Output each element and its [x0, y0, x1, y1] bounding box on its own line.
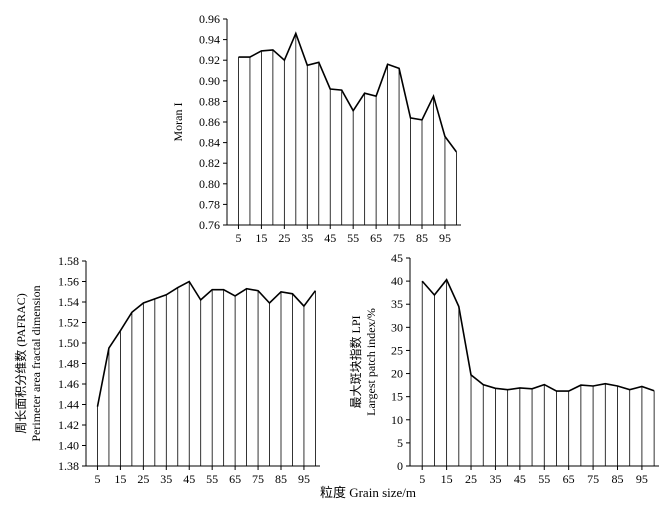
x-tick-label: 65 [563, 472, 575, 486]
y-tick-label: 0.94 [199, 33, 220, 47]
y-tick-label: 0 [397, 459, 403, 473]
y-tick-label: 40 [391, 274, 403, 288]
y-tick-label: 1.46 [58, 377, 79, 391]
y-tick-label: 1.48 [58, 357, 79, 371]
y-axis-label: Perimeter area fractal dimension [29, 285, 43, 441]
x-tick-label: 85 [275, 472, 287, 486]
y-axis-label: Moran I [171, 103, 185, 142]
series-line [421, 278, 655, 392]
x-tick-label: 5 [94, 472, 100, 486]
y-tick-label: 0.84 [199, 136, 220, 150]
chart-lpi: 45 40 35 30 25 20 15 10 5 0 5 15 25 35 45 55 65 75 85 95 最大斑… [348, 251, 659, 486]
y-tick-label: 30 [391, 320, 403, 334]
y-tick-label: 0.96 [199, 12, 220, 26]
y-tick-label: 10 [391, 413, 403, 427]
x-tick-label: 55 [347, 231, 359, 245]
y-tick-label: 0.88 [199, 94, 220, 108]
y-tick-label: 1.54 [58, 295, 79, 309]
y-tick-label: 0.86 [199, 115, 220, 129]
y-axis-label: 周长面积分维数 (PAFRAC) [13, 293, 28, 434]
x-tick-label: 5 [419, 472, 425, 486]
x-tick-label: 15 [114, 472, 126, 486]
x-tick-label: 35 [160, 472, 172, 486]
x-tick-label: 65 [370, 231, 382, 245]
x-tick-label: 65 [229, 472, 241, 486]
y-tick-label: 45 [391, 251, 403, 265]
x-tick-label: 45 [324, 231, 336, 245]
x-tick-label: 25 [278, 231, 290, 245]
y-axis-label: 最大斑块指数 LPI [348, 315, 363, 408]
x-tick-label: 5 [235, 231, 241, 245]
y-tick-label: 35 [391, 297, 403, 311]
series-line [96, 280, 317, 407]
x-tick-label: 35 [489, 472, 501, 486]
x-tick-label: 25 [465, 472, 477, 486]
y-axis-label: Largest patch index/% [364, 308, 378, 416]
y-tick-label: 1.42 [58, 418, 79, 432]
chart-pafrac: 1.58 1.56 1.54 1.52 1.50 1.48 1.46 1.44 1.42 1.40… [13, 254, 320, 486]
x-tick-label: 85 [612, 472, 624, 486]
x-tick-label: 95 [298, 472, 310, 486]
y-tick-label: 0.82 [199, 156, 220, 170]
y-tick-label: 15 [391, 390, 403, 404]
y-tick-label: 0.90 [199, 74, 220, 88]
y-tick-label: 1.38 [58, 459, 79, 473]
x-tick-label: 55 [538, 472, 550, 486]
x-tick-label: 45 [514, 472, 526, 486]
y-tick-label: 5 [397, 436, 403, 450]
shared-x-axis-label: 粒度 Grain size/m [320, 485, 416, 500]
x-tick-label: 85 [416, 231, 428, 245]
y-tick-label: 0.92 [199, 53, 220, 67]
y-tick-label: 0.76 [199, 218, 220, 232]
x-tick-label: 75 [587, 472, 599, 486]
x-tick-label: 15 [255, 231, 267, 245]
x-tick-label: 75 [252, 472, 264, 486]
x-tick-label: 35 [301, 231, 313, 245]
y-tick-label: 1.56 [58, 275, 79, 289]
x-tick-label: 95 [439, 231, 451, 245]
x-tick-label: 55 [206, 472, 218, 486]
y-tick-label: 1.44 [58, 398, 79, 412]
y-tick-label: 25 [391, 343, 403, 357]
chart-moran-i: 0.96 0.94 0.92 0.90 0.88 0.86 0.84 0.82 0.80 0.78… [171, 12, 461, 245]
x-tick-label: 75 [393, 231, 405, 245]
y-tick-label: 0.78 [199, 197, 220, 211]
x-tick-label: 95 [636, 472, 648, 486]
y-tick-label: 20 [391, 367, 403, 381]
x-tick-label: 15 [441, 472, 453, 486]
series-line [238, 31, 458, 153]
y-tick-label: 1.40 [58, 439, 79, 453]
y-tick-label: 0.80 [199, 177, 220, 191]
y-tick-label: 1.50 [58, 336, 79, 350]
x-tick-label: 45 [183, 472, 195, 486]
x-tick-label: 25 [137, 472, 149, 486]
y-tick-label: 1.52 [58, 316, 79, 330]
y-tick-label: 1.58 [58, 254, 79, 268]
